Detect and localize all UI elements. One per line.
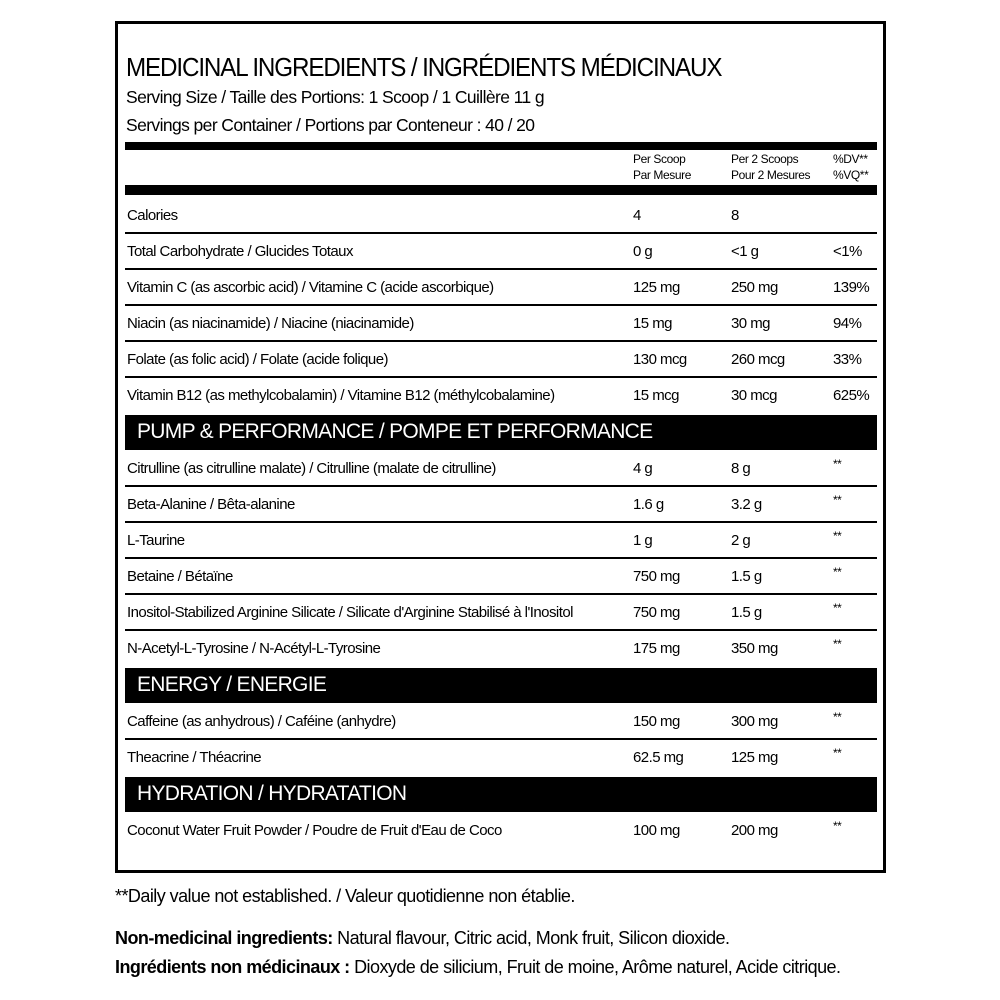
per-scoop-amount: 750 mg [633, 604, 680, 621]
panel-title: MEDICINAL INGREDIENTS / INGRÉDIENTS MÉDI… [126, 52, 722, 82]
ingredient-name: Folate (as folic acid) / Folate (acide f… [127, 351, 389, 368]
ingredient-row: Citrulline (as citrulline malate) / Citr… [125, 451, 877, 487]
col-per-scoop: Per Scoop Par Mesure [633, 152, 692, 182]
daily-value: ** [833, 746, 842, 760]
per-scoop-amount: 15 mg [633, 315, 673, 332]
col-dv: %DV** %VQ** [833, 152, 869, 182]
per-2-scoops-amount: 8 g [731, 460, 751, 477]
ingredient-row: Folate (as folic acid) / Folate (acide f… [125, 342, 877, 378]
ingredient-row: Betaine / Bétaïne 750 mg 1.5 g ** [125, 559, 877, 595]
ingredient-name: Coconut Water Fruit Powder / Poudre de F… [127, 822, 502, 839]
per-scoop-amount: 150 mg [633, 713, 680, 730]
per-scoop-amount: 4 g [633, 460, 653, 477]
serving-size: Serving Size / Taille des Portions: 1 Sc… [126, 87, 545, 107]
section-header: HYDRATION / HYDRATATION [125, 777, 877, 812]
per-scoop-amount: 750 mg [633, 568, 680, 585]
daily-value: ** [833, 710, 842, 724]
section-title: HYDRATION / HYDRATATION [137, 782, 407, 805]
per-2-scoops-amount: 350 mg [731, 640, 778, 657]
per-scoop-amount: 62.5 mg [633, 749, 684, 766]
per-scoop-amount: 125 mg [633, 279, 680, 296]
non-medicinal-ingredients: Non-medicinal ingredients: Natural flavo… [115, 928, 730, 948]
ingredient-row: Beta-Alanine / Bêta-alanine 1.6 g 3.2 g ** [125, 487, 877, 523]
section-header: ENERGY / ENERGIE [125, 668, 877, 703]
per-scoop-amount: 15 mcg [633, 387, 679, 404]
thick-rule [125, 142, 877, 150]
ingredient-name: Caffeine (as anhydrous) / Caféine (anhyd… [127, 713, 396, 730]
ingredient-row: Total Carbohydrate / Glucides Totaux 0 g <… [125, 234, 877, 270]
ingredient-row: Coconut Water Fruit Powder / Poudre de F… [125, 813, 877, 849]
dv-note: **Daily value not established. / Valeur … [115, 886, 575, 906]
non-medicinal-ingredients-fr: Ingrédients non médicinaux : Dioxyde de … [115, 957, 841, 977]
ingredient-name: Total Carbohydrate / Glucides Totaux [127, 243, 353, 260]
ingredient-name: Niacin (as niacinamide) / Niacine (niaci… [127, 315, 414, 332]
ingredient-name: Theacrine / Théacrine [127, 749, 262, 766]
daily-value: ** [833, 819, 842, 833]
per-2-scoops-amount: 30 mg [731, 315, 771, 332]
ingredient-name: Calories [127, 207, 178, 224]
per-scoop-amount: 130 mcg [633, 351, 687, 368]
ingredient-name: Betaine / Bétaïne [127, 568, 233, 585]
section-title: PUMP & PERFORMANCE / POMPE ET PERFORMANC… [137, 420, 653, 443]
daily-value: 625% [833, 387, 870, 404]
per-scoop-amount: 1.6 g [633, 496, 664, 513]
ingredient-name: Vitamin B12 (as methylcobalamin) / Vitam… [127, 387, 555, 404]
ingredients-panel [115, 21, 886, 873]
daily-value: ** [833, 601, 842, 615]
per-2-scoops-amount: 300 mg [731, 713, 778, 730]
ingredient-row: Niacin (as niacinamide) / Niacine (niaci… [125, 306, 877, 342]
daily-value: ** [833, 457, 842, 471]
daily-value: <1% [833, 243, 862, 260]
per-scoop-amount: 175 mg [633, 640, 680, 657]
daily-value: ** [833, 493, 842, 507]
daily-value: 94% [833, 315, 862, 332]
per-scoop-amount: 100 mg [633, 822, 680, 839]
per-2-scoops-amount: 3.2 g [731, 496, 762, 513]
ingredient-name: Citrulline (as citrulline malate) / Citr… [127, 460, 496, 477]
ingredient-row: Calories 4 8 [125, 198, 877, 234]
per-2-scoops-amount: 1.5 g [731, 604, 762, 621]
ingredient-row: Vitamin B12 (as methylcobalamin) / Vitam… [125, 378, 877, 414]
per-2-scoops-amount: 8 [731, 207, 739, 224]
col-per-2-scoops: Per 2 Scoops Pour 2 Mesures [731, 152, 811, 182]
ingredient-row: Vitamin C (as ascorbic acid) / Vitamine … [125, 270, 877, 306]
ingredient-name: L-Taurine [127, 532, 185, 549]
section-title: ENERGY / ENERGIE [137, 673, 327, 696]
daily-value: ** [833, 565, 842, 579]
ingredient-name: N-Acetyl-L-Tyrosine / N-Acétyl-L-Tyrosin… [127, 640, 381, 657]
per-scoop-amount: 4 [633, 207, 641, 224]
ingredient-row: Theacrine / Théacrine 62.5 mg 125 mg ** [125, 740, 877, 776]
per-2-scoops-amount: 1.5 g [731, 568, 762, 585]
per-2-scoops-amount: 260 mcg [731, 351, 785, 368]
daily-value: ** [833, 637, 842, 651]
ingredient-row: Caffeine (as anhydrous) / Caféine (anhyd… [125, 704, 877, 740]
ingredient-name: Inositol-Stabilized Arginine Silicate / … [127, 604, 573, 621]
per-2-scoops-amount: 125 mg [731, 749, 778, 766]
per-scoop-amount: 1 g [633, 532, 653, 549]
ingredient-row: N-Acetyl-L-Tyrosine / N-Acétyl-L-Tyrosin… [125, 631, 877, 667]
ingredient-name: Vitamin C (as ascorbic acid) / Vitamine … [127, 279, 494, 296]
ingredient-row: L-Taurine 1 g 2 g ** [125, 523, 877, 559]
daily-value: 139% [833, 279, 870, 296]
per-2-scoops-amount: 30 mcg [731, 387, 777, 404]
section-header: PUMP & PERFORMANCE / POMPE ET PERFORMANC… [125, 415, 877, 450]
per-2-scoops-amount: <1 g [731, 243, 759, 260]
ingredient-row: Inositol-Stabilized Arginine Silicate / … [125, 595, 877, 631]
thick-rule [125, 185, 877, 195]
servings-per-container: Servings per Container / Portions par Co… [126, 115, 535, 135]
daily-value: 33% [833, 351, 862, 368]
daily-value: ** [833, 529, 842, 543]
per-2-scoops-amount: 250 mg [731, 279, 778, 296]
per-2-scoops-amount: 200 mg [731, 822, 778, 839]
per-scoop-amount: 0 g [633, 243, 653, 260]
per-2-scoops-amount: 2 g [731, 532, 751, 549]
ingredient-name: Beta-Alanine / Bêta-alanine [127, 496, 295, 513]
